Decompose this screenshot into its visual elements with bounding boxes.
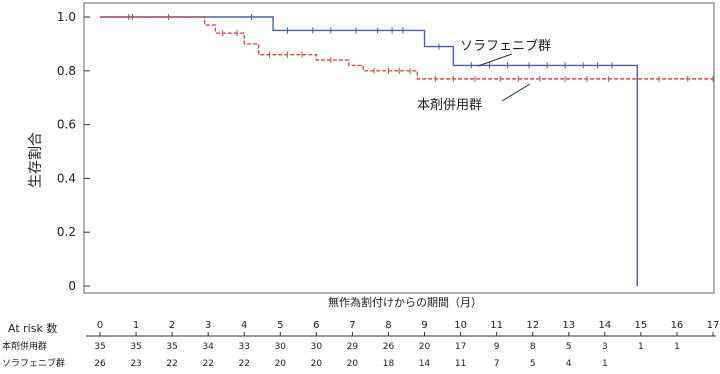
at-risk-cell: 23 [130, 359, 141, 369]
at-risk-cell: 30 [275, 342, 287, 352]
at-risk-cell: 35 [166, 342, 177, 352]
at-risk-cell: 1 [638, 342, 644, 352]
x-tick-label: 12 [526, 320, 539, 331]
at-risk-cell: 5 [566, 342, 572, 352]
series-line [100, 16, 638, 286]
at-risk-cell: 11 [455, 359, 466, 369]
x-tick-label: 9 [421, 320, 427, 331]
x-tick-label: 13 [562, 320, 575, 331]
at-risk-cell: 22 [239, 359, 250, 369]
y-axis-title: 生存割合 [27, 132, 44, 188]
x-tick-label: 6 [313, 320, 319, 331]
at-risk-cell: 4 [566, 359, 572, 369]
at-risk-cell: 30 [311, 342, 323, 352]
x-axis: 0 1 2 3 4 5 6 7 8 9 10 11 12 13 14 15 16 17 [86, 320, 720, 337]
at-risk-cell: 1 [674, 342, 680, 352]
x-tick-label: 17 [707, 320, 720, 331]
at-risk-cell: 20 [311, 359, 323, 369]
at-risk-row-label: 本剤併用群 [2, 340, 47, 352]
y-tick-label: 1.0 [57, 10, 76, 24]
y-tick-label: 0 [68, 279, 76, 293]
series-2-group [100, 14, 714, 82]
at-risk-row-label: ソラフェニブ群 [2, 357, 65, 369]
at-risk-cell: 17 [455, 342, 466, 352]
x-tick-label: 7 [349, 320, 355, 331]
at-risk-cell: 33 [239, 342, 250, 352]
y-tick-label: 0.8 [57, 64, 76, 78]
at-risk-cell: 35 [94, 342, 105, 352]
at-risk-cell: 3 [602, 342, 608, 352]
y-tick-label: 0.6 [57, 118, 76, 132]
y-tick-label: 0.2 [57, 225, 76, 239]
x-tick-label: 2 [169, 320, 175, 331]
plot-frame [83, 2, 715, 294]
at-risk-cell: 14 [419, 359, 431, 369]
series-label: ソラフェニブ群 [460, 38, 551, 54]
at-risk-cell: 18 [383, 359, 395, 369]
x-tick-label: 1 [133, 320, 139, 331]
at-risk-cell: 22 [202, 359, 213, 369]
at-risk-cell: 7 [494, 359, 500, 369]
at-risk-cell: 35 [130, 342, 141, 352]
at-risk-cell: 22 [166, 359, 177, 369]
at-risk-cell: 9 [494, 342, 500, 352]
x-tick-label: 8 [385, 320, 391, 331]
at-risk-cell: 8 [530, 342, 536, 352]
at-risk-cell: 20 [419, 342, 431, 352]
x-tick-label: 16 [671, 320, 684, 331]
x-tick-label: 0 [97, 320, 103, 331]
series-layer [100, 14, 714, 286]
label-leader-line [477, 53, 513, 67]
at-risk-cell: 26 [383, 342, 395, 352]
at-risk-cell: 20 [275, 359, 287, 369]
at-risk-cell: 26 [94, 359, 106, 369]
y-axis: 0 0.2 0.4 0.6 0.8 1.0 [57, 10, 90, 293]
series-1-group [100, 14, 638, 286]
at-risk-cell: 5 [530, 359, 536, 369]
x-tick-label: 15 [635, 320, 648, 331]
at-risk-title: At risk 数 [8, 322, 57, 335]
label-leader-line [501, 83, 531, 102]
series-label: 本剤併用群 [417, 97, 482, 113]
x-tick-label: 10 [454, 320, 467, 331]
x-tick-label: 5 [277, 320, 283, 331]
at-risk-cell: 20 [347, 359, 359, 369]
x-tick-label: 4 [241, 320, 247, 331]
series-line [100, 16, 713, 80]
at-risk-cell: 34 [202, 342, 214, 352]
x-tick-label: 14 [598, 320, 611, 331]
x-axis-title: 無作為割付けからの期間（月） [328, 295, 482, 309]
y-tick-label: 0.4 [57, 171, 76, 185]
at-risk-cell: 1 [602, 359, 608, 369]
x-tick-label: 3 [205, 320, 211, 331]
x-tick-label: 11 [490, 320, 503, 331]
at-risk-cell: 29 [347, 342, 359, 352]
